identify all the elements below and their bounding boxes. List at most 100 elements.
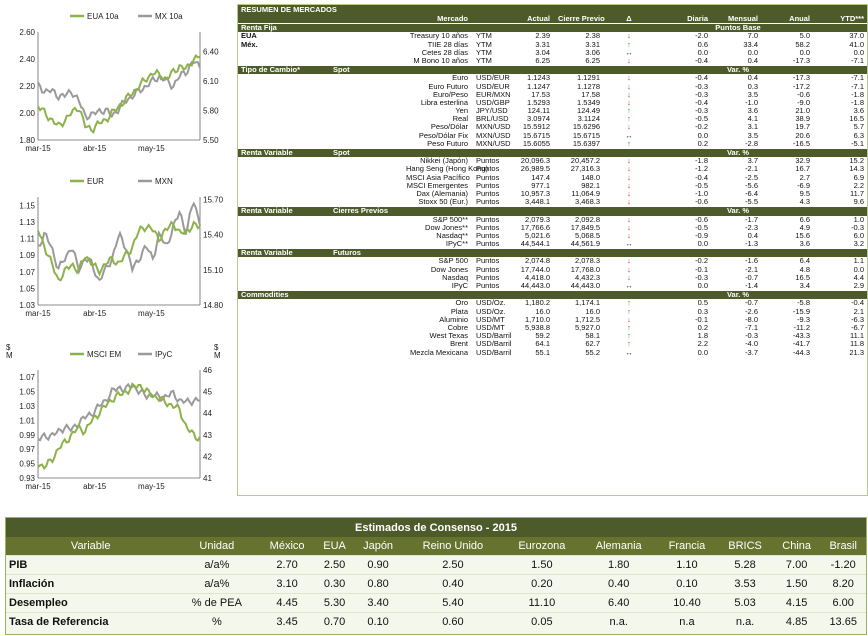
cell-p1: -1.3: [745, 239, 758, 249]
cell-p3: -1.8: [851, 89, 864, 99]
market-data-row: Peso/Dólar MXN/USD 15.5912 15.6296 ↓ -0.2 3.1 1…: [238, 123, 867, 131]
cell-p3: 1.1: [853, 256, 864, 266]
consensus-header-0: Variable: [6, 537, 176, 555]
cell-v1: 3,468.3: [574, 197, 600, 207]
market-data-row: Méx. TIIE 28 días YTM 3.31 3.31 ↑ 0.6 33.4 58.2 4…: [238, 39, 867, 49]
cell-n: Nasdaq: [442, 272, 468, 282]
market-data-row: IPyC** Puntos 44,544.1 44,561.9 ↔ 0.0 -1.3 3.6 3…: [238, 239, 867, 249]
cell-v0: 1,710.0: [524, 314, 550, 324]
consensus-cell: 13.65: [820, 611, 866, 631]
section-label-c: Var. %: [726, 290, 750, 300]
market-data-row: Hang Seng (Hong Kong) Puntos 26,989.5 27,31…: [238, 165, 867, 173]
cell-n: Peso/Dólar Fix: [418, 130, 468, 140]
consensus-header-9: BRICS: [717, 537, 773, 555]
cell-p1: -0.3: [745, 331, 758, 341]
consensus-cell: 4.15: [772, 592, 821, 612]
cell-p0: 0.0: [697, 239, 708, 249]
cell-v0: 147.4: [531, 172, 550, 182]
series-line-eur: [37, 220, 201, 282]
consensus-cell: 2.70: [258, 554, 316, 574]
cell-p2: 21.0: [795, 106, 810, 116]
y-tick-right: 6.40: [203, 48, 219, 57]
y-tick-left: 1.07: [19, 373, 35, 382]
cell-u: Puntos: [476, 214, 500, 224]
cell-p3: 11.8: [849, 339, 864, 349]
cell-p2: 16.5: [795, 272, 810, 282]
consensus-cell: 2.50: [315, 554, 354, 574]
consensus-cell: 4.85: [772, 611, 821, 631]
cell-v1: 1.1278: [577, 81, 600, 91]
cell-p0: -0.5: [695, 180, 708, 190]
x-tick: may-15: [138, 144, 165, 153]
arrow-up-icon: ↑: [627, 331, 631, 341]
y-tick-right: 45: [203, 388, 212, 397]
arrow-flat-icon: ↔: [625, 47, 633, 57]
cell-p0: -0.3: [695, 272, 708, 282]
y-tick-right: 14.80: [203, 301, 224, 310]
arrow-down-icon: ↓: [627, 73, 631, 83]
cell-p2: 20.6: [795, 130, 810, 140]
cell-p3: -0.3: [851, 222, 864, 232]
cell-p0: 0.3: [697, 306, 708, 316]
cell-u: Puntos: [476, 264, 500, 274]
consensus-cell: 0.30: [315, 573, 354, 593]
cell-v1: 148.0: [581, 172, 600, 182]
market-section-row: Commodities Var. %: [238, 290, 867, 300]
cell-v1: 44,561.9: [570, 239, 600, 249]
row-country: EUA: [241, 31, 257, 41]
cell-v0: 44,544.1: [520, 239, 550, 249]
cell-u: YTM: [476, 55, 492, 65]
consensus-cell: 6.00: [820, 592, 866, 612]
cell-p0: 0.0: [697, 281, 708, 290]
y-tick-left: 1.05: [19, 388, 35, 397]
consensus-cell: 5.40: [402, 592, 503, 612]
cell-p1: -2.6: [745, 306, 758, 316]
cell-v0: 3.0974: [527, 114, 550, 124]
cell-v1: 124.49: [577, 106, 600, 116]
cell-v0: 26,989.5: [520, 164, 550, 174]
cell-u: MXN/USD: [476, 130, 511, 140]
cell-u: Puntos: [476, 272, 500, 282]
market-data-row: Stoxx 50 (Eur.) Puntos 3,448.1 3,468.3 ↓ -0.6…: [238, 197, 867, 207]
cell-v0: 16.0: [535, 306, 550, 316]
market-summary-table: RESUMEN DE MERCADOS Mercado Actual Cierre …: [237, 4, 868, 496]
consensus-cell: 1.10: [656, 554, 718, 574]
cell-u: Puntos: [476, 164, 500, 174]
cell-u: Puntos: [476, 281, 500, 290]
cell-v1: 17.58: [581, 89, 600, 99]
cell-p2: -5.8: [797, 298, 810, 308]
legend-label: EUA 10a: [87, 12, 119, 21]
market-data-row: Plata USD/Oz. 16.0 16.0 ↑ 0.3 -2.6 -15.9 2.1: [238, 306, 867, 316]
y-tick-right: 43: [203, 431, 212, 440]
cell-p1: -0.7: [745, 298, 758, 308]
market-data-row: Cetes 28 días YTM 3.04 3.06 ↔ 0.0 0.0 0.0 0.0: [238, 47, 867, 57]
cell-p1: 0.4: [747, 55, 758, 65]
cell-p3: -7.1: [851, 55, 864, 65]
chart-0: EUA 10a MX 10a 2.60 2.40 2.20 2.00 1.80 6.40 6.1…: [0, 0, 236, 160]
arrow-down-icon: ↓: [627, 264, 631, 274]
cell-u: YTM: [476, 39, 492, 49]
cell-v1: 6.25: [585, 55, 600, 65]
cell-v0: 1.1243: [527, 73, 550, 83]
consensus-cell: 1.50: [502, 554, 581, 574]
x-tick: mar-15: [25, 144, 51, 153]
market-data-row: S&P 500** Puntos 2,079.3 2,092.8 ↓ -0.6 -1.7 6.…: [238, 214, 867, 224]
cell-p2: -9.3: [797, 314, 810, 324]
consensus-header-7: Alemania: [580, 537, 657, 555]
cell-v0: 17,766.6: [520, 222, 550, 232]
section-label-a: Renta Variable: [241, 248, 293, 258]
cell-p2: 16.7: [795, 164, 810, 174]
cell-v1: 16.0: [585, 306, 600, 316]
cell-p3: 9.6: [853, 197, 864, 207]
consensus-row: Desempleo% de PEA 4.45 5.30 3.40 5.40 11.10 6.…: [6, 592, 866, 612]
arrow-up-icon: ↑: [627, 306, 631, 316]
market-data-row: Dow Jones Puntos 17,744.0 17,768.0 ↓ -0.1 -2.1…: [238, 264, 867, 274]
cell-p3: -5.1: [851, 138, 864, 148]
consensus-cell: %: [175, 611, 259, 631]
cell-n: MSCI Asia Pacífico: [406, 172, 470, 182]
cell-u: USD/Barril: [476, 339, 512, 349]
cell-p1: -6.4: [745, 188, 758, 198]
cell-p3: 2.9: [853, 281, 864, 290]
cell-u: Puntos: [476, 197, 500, 207]
cell-n: S&P 500: [438, 256, 468, 266]
